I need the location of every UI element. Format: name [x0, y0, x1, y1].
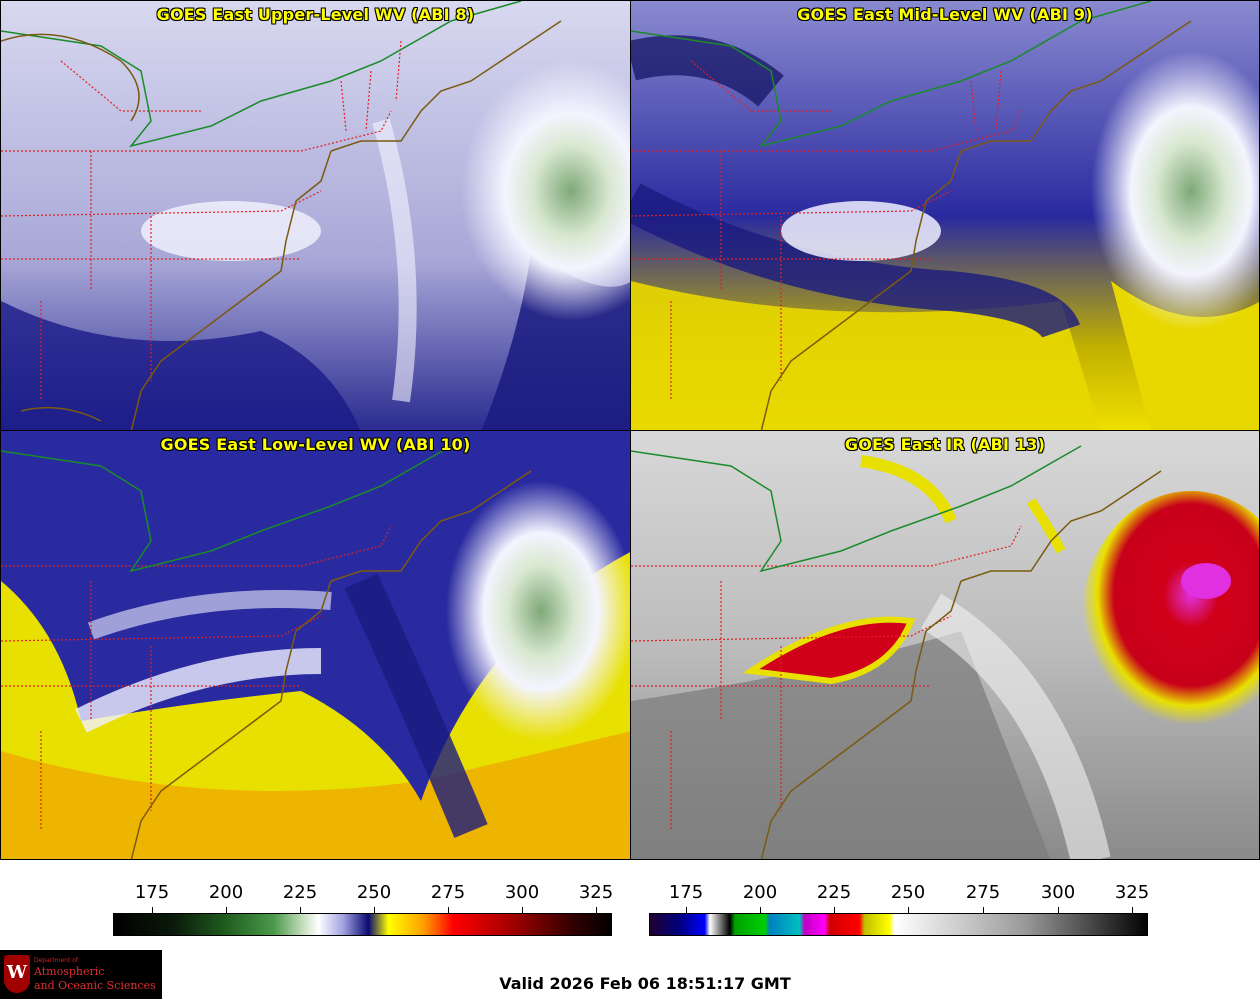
tick-label: 250: [891, 882, 925, 903]
wv-colorbar: [113, 913, 612, 936]
tick-label: 275: [966, 882, 1000, 903]
tick-label: 175: [669, 882, 703, 903]
tick-label: 200: [209, 882, 243, 903]
tick-label: 225: [817, 882, 851, 903]
valid-time: Valid 2026 Feb 06 18:51:17 GMT: [0, 974, 1260, 993]
low-level-wv-image: [1, 431, 631, 860]
panel-mid-level-wv: GOES East Mid-Level WV (ABI 9): [630, 0, 1260, 431]
mid-level-wv-image: [631, 1, 1260, 431]
tick-label: 300: [1041, 882, 1075, 903]
panel-ir: GOES East IR (ABI 13): [630, 430, 1260, 860]
tick-label: 175: [135, 882, 169, 903]
tick-label: 325: [1115, 882, 1149, 903]
tick-label: 325: [579, 882, 613, 903]
tick-label: 225: [283, 882, 317, 903]
ir-image: [631, 431, 1260, 860]
ir-colorbar: [649, 913, 1148, 936]
upper-level-wv-image: [1, 1, 631, 431]
panel-title: GOES East IR (ABI 13): [631, 435, 1259, 454]
tick-label: 275: [431, 882, 465, 903]
logo-line-1: Department of: [34, 957, 78, 964]
panel-title: GOES East Low-Level WV (ABI 10): [1, 435, 630, 454]
panel-title: GOES East Upper-Level WV (ABI 8): [1, 5, 630, 24]
tick-label: 300: [505, 882, 539, 903]
tick-label: 200: [743, 882, 777, 903]
panel-low-level-wv: GOES East Low-Level WV (ABI 10): [0, 430, 631, 860]
tick-label: 250: [357, 882, 391, 903]
panel-title: GOES East Mid-Level WV (ABI 9): [631, 5, 1259, 24]
panel-upper-level-wv: GOES East Upper-Level WV (ABI 8): [0, 0, 631, 431]
